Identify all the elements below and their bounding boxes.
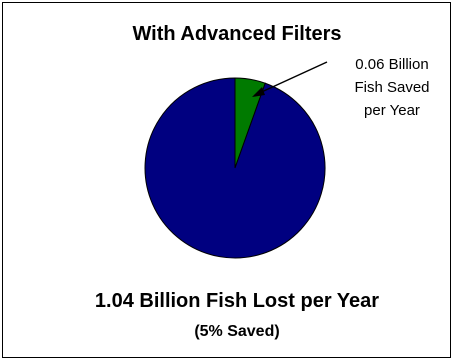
saved-callout-leader [254,61,328,96]
lost-label: 1.04 Billion Fish Lost per Year [95,290,379,312]
saved-label-line-3: per Year [364,102,420,119]
saved-label-line-1: 0.06 Billion [355,56,428,73]
saved-callout-arrowhead [252,87,265,97]
chart-title: With Advanced Filters [132,23,341,45]
percent-label: (5% Saved) [194,323,279,340]
pie-slice-fish-lost-per-year [144,77,326,259]
saved-label-line-2: Fish Saved [354,79,429,96]
